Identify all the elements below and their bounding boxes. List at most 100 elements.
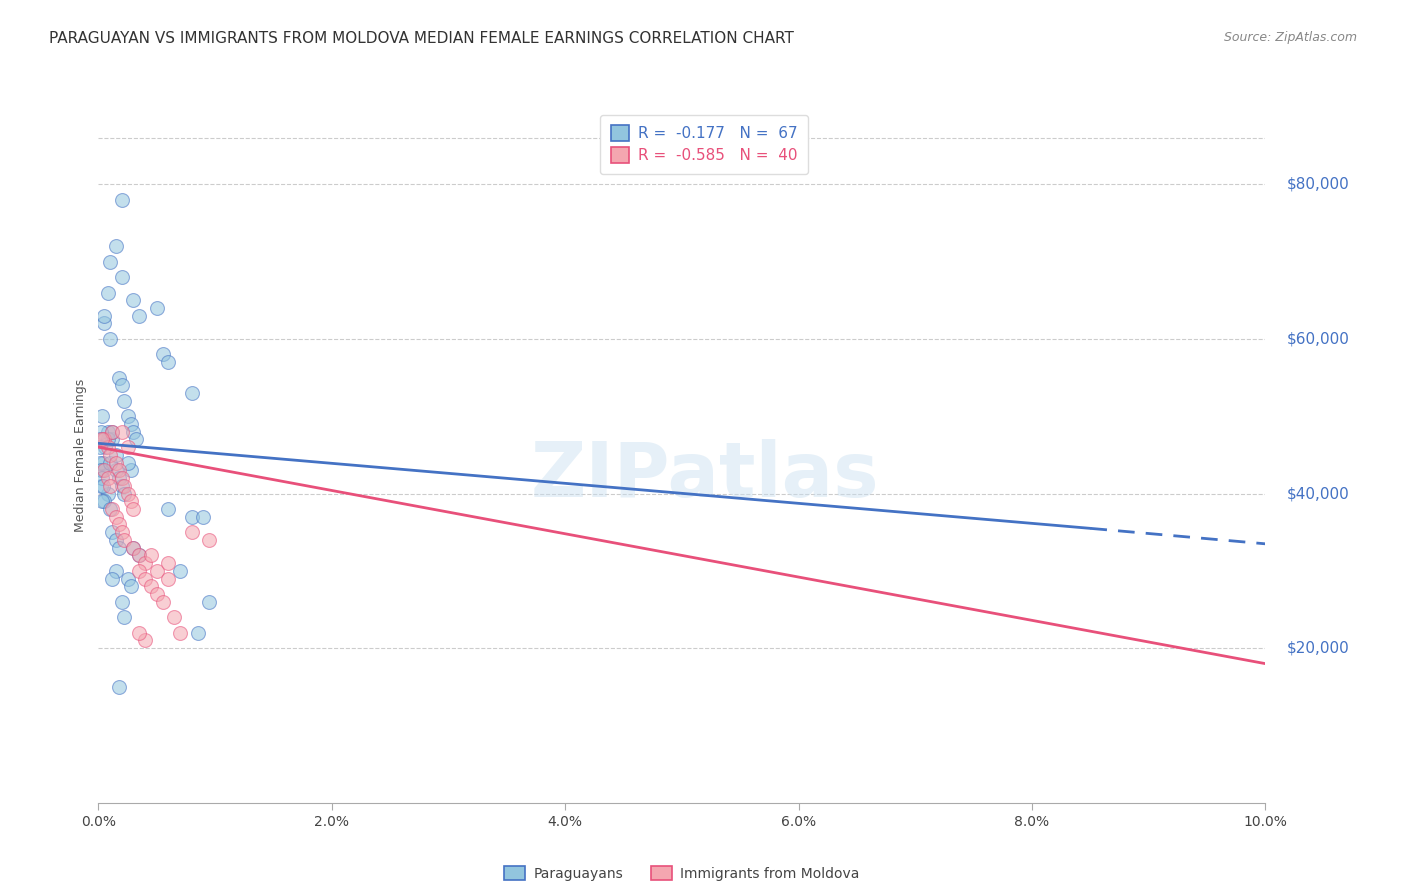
Point — [134, 556, 156, 570]
Point — [97, 471, 120, 485]
Point — [91, 479, 114, 493]
Point — [104, 509, 127, 524]
Text: $40,000: $40,000 — [1286, 486, 1350, 501]
Point — [112, 486, 135, 500]
Point — [98, 254, 121, 268]
Point — [90, 494, 112, 508]
Point — [112, 393, 135, 408]
Point — [152, 347, 174, 361]
Point — [128, 309, 150, 323]
Point — [111, 378, 134, 392]
Point — [101, 572, 124, 586]
Point — [104, 448, 127, 462]
Point — [108, 463, 131, 477]
Point — [111, 270, 134, 285]
Point — [101, 525, 124, 540]
Point — [180, 509, 202, 524]
Point — [108, 680, 131, 694]
Point — [104, 456, 127, 470]
Point — [90, 471, 112, 485]
Point — [187, 625, 209, 640]
Point — [128, 564, 150, 578]
Point — [117, 440, 139, 454]
Point — [97, 433, 120, 447]
Point — [101, 425, 124, 439]
Point — [101, 433, 124, 447]
Point — [169, 564, 191, 578]
Point — [111, 193, 134, 207]
Point — [104, 533, 127, 547]
Point — [117, 486, 139, 500]
Point — [104, 564, 127, 578]
Point — [94, 440, 117, 454]
Legend: Paraguayans, Immigrants from Moldova: Paraguayans, Immigrants from Moldova — [499, 861, 865, 887]
Point — [101, 502, 124, 516]
Point — [152, 595, 174, 609]
Point — [101, 425, 124, 439]
Point — [97, 440, 120, 454]
Point — [90, 479, 112, 493]
Point — [157, 572, 180, 586]
Point — [146, 564, 169, 578]
Point — [112, 533, 135, 547]
Text: ZIPatlas: ZIPatlas — [531, 439, 880, 513]
Point — [180, 525, 202, 540]
Y-axis label: Median Female Earnings: Median Female Earnings — [75, 378, 87, 532]
Point — [122, 541, 145, 555]
Point — [134, 572, 156, 586]
Point — [104, 463, 127, 477]
Text: $80,000: $80,000 — [1286, 177, 1350, 192]
Point — [111, 525, 134, 540]
Point — [120, 579, 142, 593]
Point — [93, 494, 115, 508]
Point — [97, 285, 120, 300]
Point — [104, 239, 127, 253]
Point — [98, 448, 121, 462]
Point — [122, 502, 145, 516]
Point — [93, 317, 115, 331]
Point — [111, 595, 134, 609]
Point — [198, 533, 221, 547]
Point — [89, 440, 111, 454]
Point — [122, 293, 145, 308]
Point — [93, 309, 115, 323]
Point — [122, 425, 145, 439]
Text: PARAGUAYAN VS IMMIGRANTS FROM MOLDOVA MEDIAN FEMALE EARNINGS CORRELATION CHART: PARAGUAYAN VS IMMIGRANTS FROM MOLDOVA ME… — [49, 31, 794, 46]
Point — [125, 433, 148, 447]
Point — [90, 433, 112, 447]
Point — [112, 479, 135, 493]
Point — [157, 502, 180, 516]
Point — [180, 386, 202, 401]
Text: Source: ZipAtlas.com: Source: ZipAtlas.com — [1223, 31, 1357, 45]
Text: $20,000: $20,000 — [1286, 640, 1350, 656]
Point — [120, 463, 142, 477]
Point — [169, 625, 191, 640]
Point — [108, 517, 131, 532]
Point — [117, 572, 139, 586]
Point — [90, 425, 112, 439]
Point — [193, 509, 215, 524]
Point — [89, 433, 111, 447]
Point — [120, 417, 142, 431]
Point — [97, 425, 120, 439]
Point — [198, 595, 221, 609]
Point — [98, 332, 121, 346]
Point — [90, 463, 112, 477]
Point — [157, 355, 180, 369]
Point — [117, 409, 139, 424]
Point — [163, 610, 186, 624]
Point — [89, 456, 111, 470]
Point — [128, 549, 150, 563]
Point — [108, 471, 131, 485]
Point — [108, 370, 131, 384]
Point — [122, 541, 145, 555]
Point — [157, 556, 180, 570]
Point — [146, 587, 169, 601]
Point — [111, 425, 134, 439]
Point — [128, 625, 150, 640]
Point — [98, 479, 121, 493]
Point — [139, 579, 162, 593]
Point — [90, 409, 112, 424]
Point — [111, 471, 134, 485]
Point — [128, 549, 150, 563]
